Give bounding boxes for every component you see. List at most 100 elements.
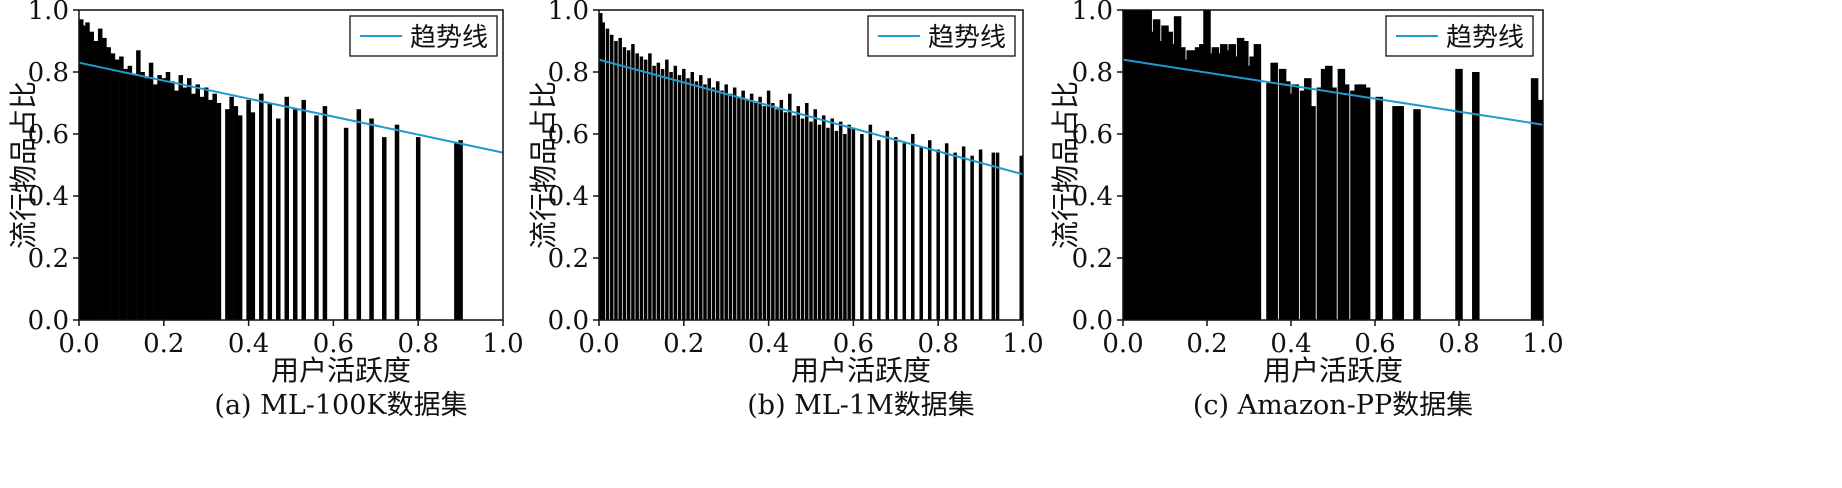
bar-series [599, 13, 1023, 321]
bar [605, 28, 610, 320]
bar [458, 140, 463, 320]
x-tick-label: 0.4 [748, 329, 789, 359]
bar [284, 96, 290, 320]
bar [1127, 10, 1136, 320]
bar [618, 37, 622, 321]
bar [1270, 62, 1278, 320]
legend-label: 趋势线 [1446, 23, 1524, 53]
y-tick-label: 0.2 [548, 244, 589, 274]
bar [102, 37, 107, 321]
bar [847, 124, 851, 320]
bar [788, 93, 792, 320]
bar [1211, 47, 1220, 320]
bar [415, 137, 421, 320]
bar [762, 106, 767, 320]
bar [805, 103, 809, 320]
bar [1278, 68, 1287, 321]
bar [186, 78, 192, 320]
bar [170, 81, 175, 320]
bar [656, 62, 661, 320]
x-tick-label: 0.6 [1354, 329, 1395, 359]
y-tick-label: 0.4 [1072, 182, 1113, 212]
bar [1220, 44, 1228, 320]
bar [944, 143, 949, 320]
bar [868, 124, 873, 320]
bar [1291, 84, 1299, 321]
plot-frame [1122, 9, 1544, 321]
bar [724, 84, 728, 321]
bar [314, 115, 319, 321]
chart-caption: (b) ML-1M数据集 [747, 390, 974, 421]
bar [93, 41, 99, 320]
bar [1194, 47, 1203, 320]
bar [779, 99, 784, 321]
trend-line [78, 61, 504, 154]
bar [1203, 10, 1211, 320]
y-axis-label: 流行物品占比 [527, 81, 560, 249]
x-tick-label: 0.8 [398, 329, 439, 359]
bar [127, 65, 133, 320]
bar [1131, 10, 1140, 320]
bar [165, 72, 171, 320]
x-tick-label: 1.0 [1002, 329, 1043, 359]
bar [140, 72, 145, 320]
bar [783, 112, 788, 320]
bar [1169, 44, 1178, 320]
bar [771, 103, 775, 320]
y-tick-label: 0.8 [28, 58, 69, 88]
x-tick-label: 0.0 [578, 329, 619, 359]
bar [978, 149, 983, 320]
bar [677, 75, 682, 320]
legend: 趋势线 [867, 15, 1016, 57]
bar [1161, 25, 1169, 320]
bar [826, 127, 830, 320]
x-tick-label: 1.0 [1522, 329, 1563, 359]
bar [89, 31, 94, 320]
y-tick-label: 0.8 [1072, 58, 1113, 88]
bar [766, 90, 771, 320]
bar [123, 68, 128, 321]
bar [961, 146, 966, 320]
bar [208, 99, 213, 321]
bar [894, 137, 898, 320]
bar [144, 78, 150, 320]
bar [1530, 78, 1539, 320]
x-tick-label: 0.0 [58, 329, 99, 359]
legend-label: 趋势线 [410, 23, 488, 53]
bar [301, 99, 306, 321]
bar [673, 65, 678, 320]
bar [1140, 10, 1148, 320]
y-tick-label: 0.6 [548, 120, 589, 150]
bar [703, 84, 707, 321]
bar [643, 59, 648, 320]
bar [1249, 56, 1257, 320]
bar [1455, 68, 1463, 321]
x-tick-label: 0.8 [1438, 329, 1479, 359]
bar [114, 59, 120, 320]
bar [178, 75, 184, 320]
bar [80, 25, 86, 320]
y-tick-label: 0.6 [1072, 120, 1113, 150]
bar [1413, 109, 1421, 320]
bar [216, 103, 222, 320]
y-tick-label: 0.4 [548, 182, 589, 212]
legend-label: 趋势线 [928, 23, 1006, 53]
x-tick-label: 0.2 [143, 329, 184, 359]
bar [1308, 106, 1316, 320]
bar [259, 93, 264, 320]
y-tick-label: 1.0 [28, 0, 69, 26]
bar [614, 41, 618, 320]
bar [1173, 16, 1182, 320]
bar [136, 50, 141, 321]
bar [1362, 87, 1371, 320]
bar [148, 62, 154, 320]
chart-panel-ml100k: 流行物品占比 用户活跃度 (a) ML-100K数据集 0.0 0.2 0.4 0.6… [7, 0, 524, 421]
bar [817, 124, 822, 320]
bar [182, 87, 188, 320]
chart-caption: (a) ML-100K数据集 [214, 390, 467, 421]
bar [1232, 56, 1241, 320]
bar [953, 152, 957, 320]
bar [174, 90, 179, 320]
bar [1337, 68, 1346, 321]
